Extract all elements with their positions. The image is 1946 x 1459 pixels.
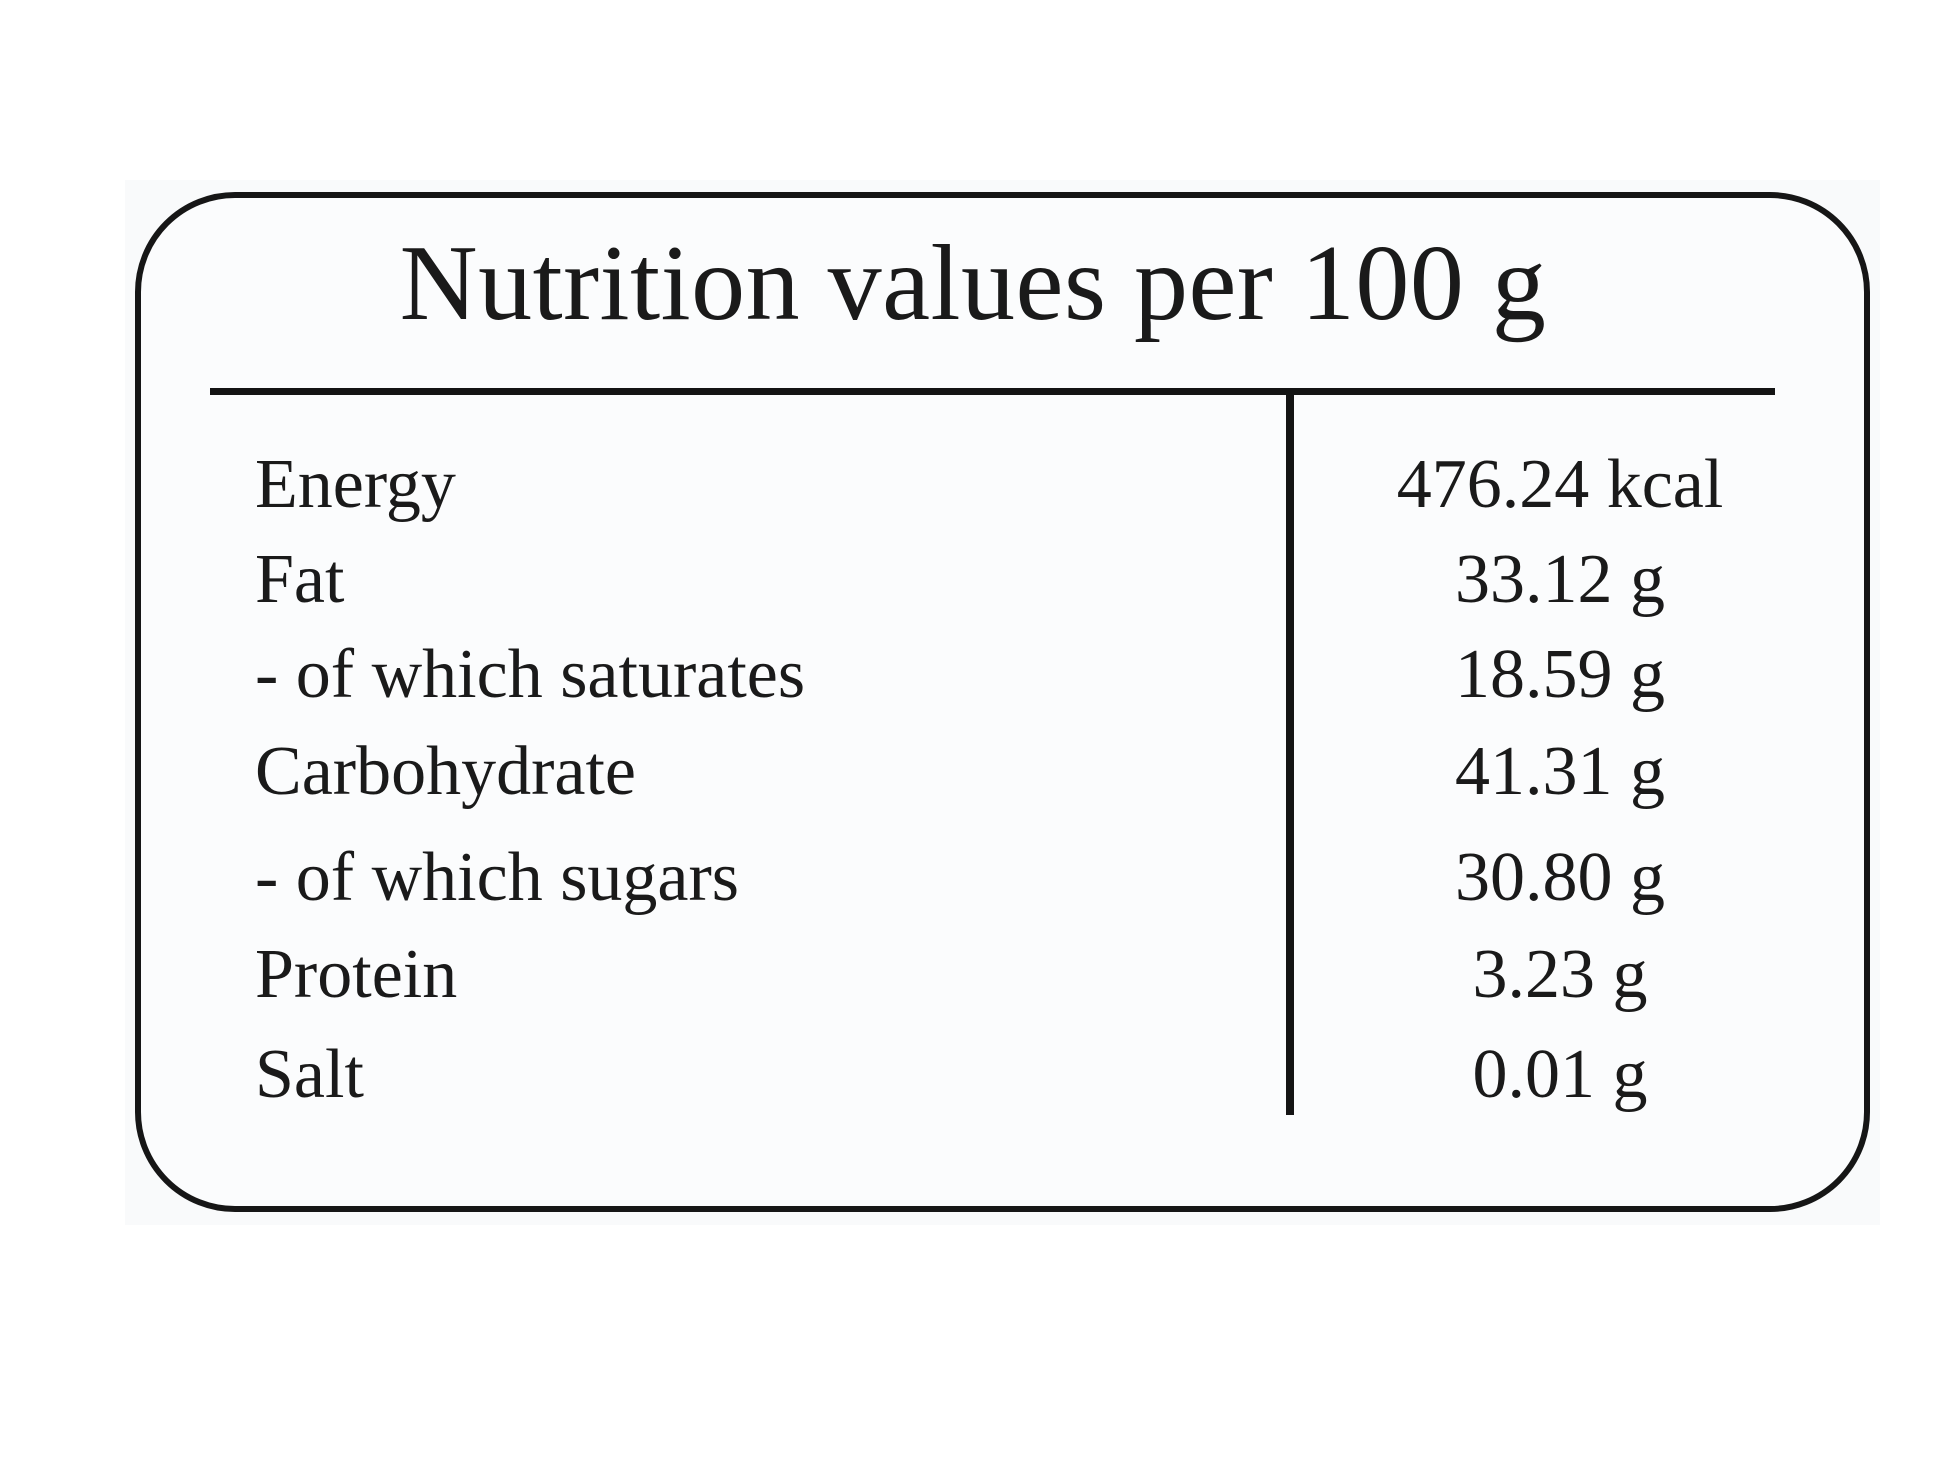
nutrition-row-energy: Energy 476.24 kcal [0, 440, 1946, 530]
nutrient-name: - of which saturates [255, 636, 806, 713]
nutrition-title: Nutrition values per 100 g [399, 224, 1547, 343]
nutrient-value: 0.01 g [1472, 1036, 1648, 1113]
nutrient-value: 3.23 g [1472, 936, 1648, 1013]
nutrient-name: - of which sugars [255, 839, 740, 916]
nutrient-value: 33.12 g [1455, 541, 1665, 618]
nutrition-row-sugars: - of which sugars 30.80 g [0, 833, 1946, 923]
nutrition-row-protein: Protein 3.23 g [0, 930, 1946, 1020]
nutrient-name: Salt [255, 1036, 364, 1113]
title-divider [210, 388, 1775, 395]
nutrient-value: 41.31 g [1455, 733, 1665, 810]
nutrition-label-box [135, 192, 1870, 1212]
nutrient-name: Fat [255, 541, 345, 618]
nutrition-row-salt: Salt 0.01 g [0, 1030, 1946, 1120]
column-divider [1286, 393, 1294, 1115]
nutrient-value: 476.24 kcal [1396, 446, 1724, 523]
nutrient-name: Carbohydrate [255, 733, 636, 810]
nutrient-value: 30.80 g [1455, 839, 1665, 916]
nutrient-value: 18.59 g [1455, 636, 1665, 713]
nutrition-row-carbohydrate: Carbohydrate 41.31 g [0, 727, 1946, 817]
nutrient-name: Protein [255, 936, 458, 1013]
nutrition-row-fat: Fat 33.12 g [0, 535, 1946, 625]
nutrition-row-saturates: - of which saturates 18.59 g [0, 630, 1946, 720]
nutrient-name: Energy [255, 446, 456, 523]
